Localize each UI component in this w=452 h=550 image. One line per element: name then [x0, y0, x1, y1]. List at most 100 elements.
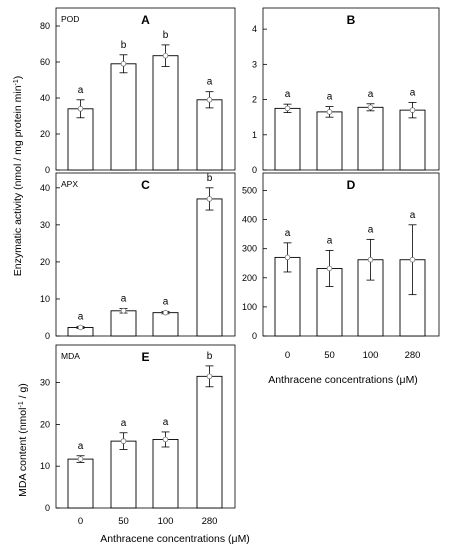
panel-a-y-tick-label: 40: [40, 93, 50, 103]
panel-b-significance-letter: a: [410, 87, 416, 98]
panel-c-significance-letter: b: [207, 173, 213, 184]
panel-c-frame: [55, 172, 236, 337]
mda-y-axis-label-text: MDA content (nmol: [17, 408, 29, 497]
panel-b-bar: [357, 106, 384, 171]
panel-c-mean-marker: [162, 309, 169, 316]
panel-c-letter: C: [141, 178, 150, 192]
panel-a-y-tick-label: 20: [40, 129, 50, 139]
panel-d-x-tick-label: 280: [405, 350, 421, 361]
panel-a-mean-marker: [77, 106, 84, 112]
panel-a: 0 20 40 60 80 A POD a b b a: [40, 7, 236, 175]
panel-d-significance-letter: a: [285, 228, 291, 239]
panel-a-bar: [196, 99, 223, 171]
panel-a-mean-marker: [206, 97, 213, 103]
panel-c-bar: [152, 312, 179, 337]
panel-e-letter: E: [141, 350, 149, 364]
panel-e-bar: [110, 440, 137, 509]
panel-d-mean-marker: [284, 254, 291, 261]
panel-b-bar: [274, 107, 301, 171]
panel-e-significance-letter: a: [78, 441, 84, 452]
panel-d-y-tick-label: 500: [242, 185, 257, 195]
panel-d-x-tick-labels: 0 50 100 280: [285, 350, 421, 361]
panel-b-significance-letter: a: [285, 89, 291, 100]
panel-b-mean-marker: [326, 109, 333, 115]
panel-e-bar: [152, 439, 179, 509]
panel-d-significance-letter: a: [410, 210, 416, 221]
panel-d-y-tick-label: 400: [242, 215, 257, 225]
panel-c-corner-label: APX: [61, 179, 78, 189]
shared-y-axis-label-text: Enzymatic activity (nmol / mg protein mi…: [12, 85, 24, 276]
panel-b-significance-letter: a: [327, 92, 333, 103]
panel-c-mean-marker: [77, 324, 84, 331]
panel-a-bar: [67, 108, 94, 171]
panel-c: 0 10 20 30 40 C APX a a a b: [40, 172, 236, 341]
panel-b-y-tick-label: 1: [252, 130, 257, 140]
panel-c-significance-letter: a: [121, 294, 127, 305]
mda-y-axis-label-close: / g): [17, 383, 29, 401]
panel-e-x-tick-label: 100: [158, 516, 174, 527]
panel-e-mean-marker: [206, 373, 213, 380]
panel-d-letter: D: [347, 178, 356, 192]
panel-a-bar: [110, 63, 137, 171]
panel-c-significance-letter: a: [78, 311, 84, 322]
panel-a-bar: [152, 55, 179, 171]
panel-d-mean-marker: [367, 256, 374, 263]
panel-e-x-tick-label: 280: [202, 516, 218, 527]
panel-e-significance-letter: a: [121, 418, 127, 429]
panel-d-significance-letter: a: [327, 235, 333, 246]
panel-b-mean-marker: [284, 105, 291, 112]
x-axis-label-right: Anthracene concentrations (μM): [268, 374, 418, 386]
panel-e-x-tick-label: 50: [118, 516, 129, 527]
panel-e-y-tick-label: 0: [45, 503, 50, 513]
mda-y-axis-label: MDA content (nmol-1 / g): [17, 383, 29, 497]
panel-a-significance-letter: a: [207, 77, 213, 88]
panel-c-y-tick-label: 30: [40, 220, 50, 230]
panel-e-y-tick-label: 30: [40, 378, 50, 388]
panel-d-x-tick-label: 100: [363, 350, 379, 361]
panel-c-y-tick-label: 10: [40, 294, 50, 304]
panel-a-corner-label: POD: [61, 14, 79, 24]
panel-a-letter: A: [141, 13, 150, 27]
panel-a-mean-marker: [162, 52, 169, 59]
panel-a-y-tick-label: 60: [40, 57, 50, 67]
panel-b-letter: B: [347, 13, 356, 27]
panel-e-significance-letter: a: [163, 417, 169, 428]
panel-d-mean-marker: [326, 265, 333, 272]
panel-b-significance-letter: a: [368, 89, 374, 100]
panel-b-y-tick-label: 3: [252, 59, 257, 69]
panel-e-y-tick-label: 20: [40, 419, 50, 429]
shared-y-axis-label-sup: -1: [13, 79, 20, 85]
panel-c-significance-letter: a: [163, 297, 169, 308]
panel-d-mean-marker: [409, 256, 416, 263]
panel-e-bar: [196, 375, 223, 509]
panel-e-corner-label: MDA: [61, 351, 80, 361]
panel-e-significance-letter: b: [207, 351, 213, 362]
panel-e-mean-marker: [77, 456, 84, 462]
panel-e-y-tick-label: 10: [40, 461, 50, 471]
panel-c-bar: [110, 310, 137, 337]
panel-c-mean-marker: [120, 308, 127, 314]
panel-d-y-tick-label: 200: [242, 273, 257, 283]
panel-b-y-tick-label: 0: [252, 165, 257, 175]
panel-d: 0 100 200 300 400 500 Da a a a: [242, 172, 440, 341]
panel-a-mean-marker: [120, 61, 127, 67]
panel-c-y-tick-label: 40: [40, 183, 50, 193]
panel-b-y-tick-label: 2: [252, 95, 257, 105]
panel-b: 0 1 2 3 4 Ba a a a: [252, 7, 440, 175]
mda-y-axis-label-sup: -1: [18, 401, 25, 407]
panel-e-frame: [55, 344, 236, 509]
panel-d-y-tick-label: 0: [252, 331, 257, 341]
panel-e: 0 10 20 30 E MDA a a a b 0 50 100 280: [40, 344, 236, 527]
shared-y-axis-label-close: ): [12, 76, 24, 80]
panel-a-y-tick-label: 0: [45, 165, 50, 175]
panel-a-frame: [55, 7, 236, 171]
panel-c-bar: [196, 198, 223, 337]
panel-d-y-tick-label: 100: [242, 302, 257, 312]
panel-e-mean-marker: [120, 438, 127, 444]
panel-a-significance-letter: b: [121, 40, 127, 51]
panel-e-x-tick-label: 0: [78, 516, 83, 527]
panel-d-x-tick-label: 0: [285, 350, 290, 361]
panel-c-y-tick-label: 0: [45, 331, 50, 341]
shared-y-axis-label: Enzymatic activity (nmol / mg protein mi…: [12, 76, 24, 277]
